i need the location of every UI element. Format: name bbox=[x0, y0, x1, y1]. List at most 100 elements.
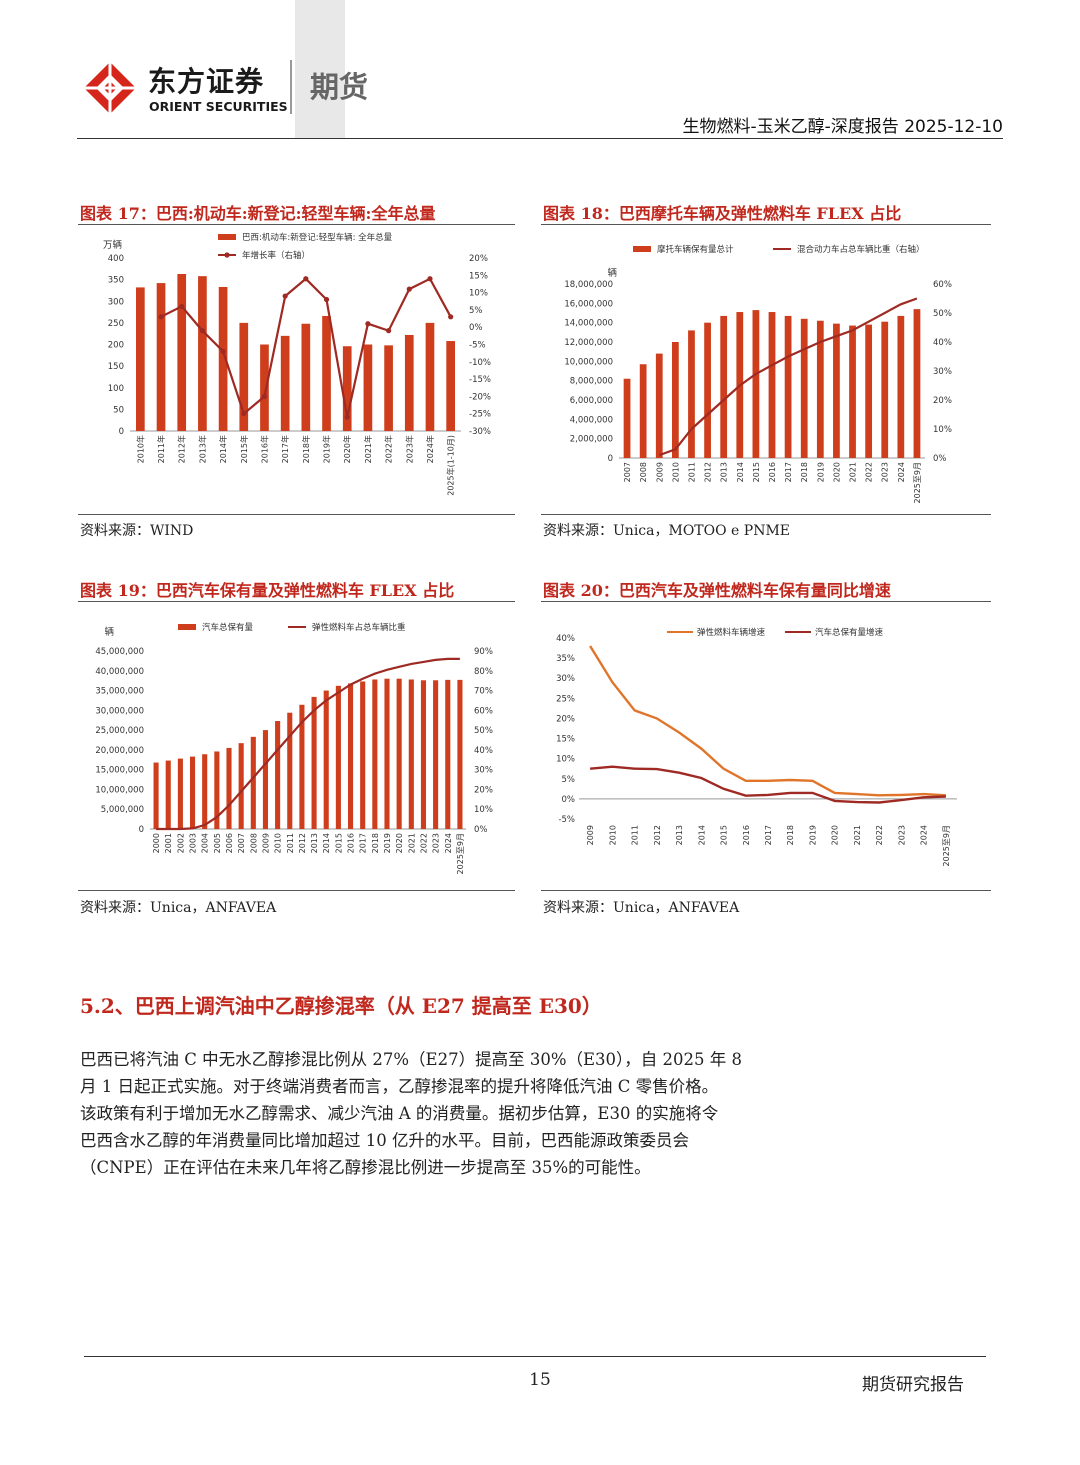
bar-mark bbox=[913, 309, 921, 458]
bar-mark bbox=[384, 678, 390, 829]
left-tick-label: 400 bbox=[108, 254, 124, 264]
figure-18-bottom-rule bbox=[541, 514, 991, 515]
bar-mark bbox=[189, 756, 196, 829]
y-tick-label: 35% bbox=[556, 654, 575, 664]
bar-mark bbox=[287, 712, 293, 829]
bar-mark bbox=[816, 320, 824, 458]
category-label: 2000 bbox=[152, 833, 161, 853]
category-label: 2013年 bbox=[197, 435, 207, 463]
bar-mark bbox=[323, 690, 329, 829]
category-label: 2012 bbox=[704, 462, 713, 482]
category-label: 2018 bbox=[800, 462, 809, 482]
bar-mark bbox=[198, 276, 207, 431]
line-point bbox=[220, 348, 226, 355]
bar-mark bbox=[671, 342, 679, 458]
left-tick-label: 50 bbox=[113, 405, 124, 415]
paragraph-line: （CNPE）正在评估在未来几年将乙醇掺混比例进一步提高至 35%的可能性。 bbox=[80, 1158, 651, 1177]
category-label: 2023年 bbox=[404, 435, 414, 463]
category-label: 2017 bbox=[359, 833, 368, 853]
bar-mark bbox=[301, 323, 311, 431]
line-point bbox=[427, 276, 433, 282]
category-label: 2013 bbox=[675, 825, 684, 845]
left-tick-label: 10,000,000 bbox=[564, 357, 613, 367]
bar-mark bbox=[239, 322, 249, 431]
y-tick-label: 30% bbox=[556, 674, 575, 684]
right-tick-label: 0% bbox=[933, 454, 947, 464]
figure-18-source: 资料来源：Unica，MOTOO e PNME bbox=[543, 523, 790, 539]
line-point bbox=[344, 414, 350, 420]
line-point bbox=[323, 296, 330, 303]
bar-mark bbox=[363, 344, 373, 431]
y-tick-label: 15% bbox=[556, 735, 575, 745]
right-tick-label: -5% bbox=[469, 341, 486, 351]
y-tick-label: 25% bbox=[556, 694, 575, 704]
category-label: 2023 bbox=[897, 825, 906, 845]
category-label: 2019 bbox=[383, 833, 392, 853]
right-tick-label: 5% bbox=[469, 306, 483, 316]
bar-mark bbox=[800, 318, 808, 458]
bar-mark bbox=[342, 346, 352, 431]
right-tick-label: 40% bbox=[474, 746, 493, 756]
left-tick-label: 100 bbox=[108, 384, 124, 394]
bar-mark bbox=[156, 283, 166, 431]
right-tick-label: 50% bbox=[474, 726, 493, 736]
figure-17-source: 资料来源：WIND bbox=[80, 523, 194, 539]
category-label: 2002 bbox=[176, 833, 185, 853]
left-tick-label: 14,000,000 bbox=[564, 319, 613, 329]
series-line bbox=[658, 297, 918, 457]
paragraph-line: 月 1 日起正式实施。对于终端消费者而言，乙醇掺混率的提升将降低汽油 C 零售价… bbox=[80, 1077, 719, 1096]
legend-line-marker bbox=[224, 252, 230, 258]
category-label: 2024 bbox=[920, 825, 929, 845]
category-label: 2015 bbox=[334, 833, 343, 853]
bar-mark bbox=[865, 324, 873, 458]
figure-17-title: 图表 17：巴西:机动车:新登记:轻型车辆:全年总量 bbox=[80, 204, 436, 223]
left-tick-label: 0 bbox=[119, 427, 124, 437]
bar-mark bbox=[396, 678, 402, 829]
legend-line-label: 汽车总保有量增速 bbox=[815, 627, 884, 638]
legend-line-label: 混合动力车占总车辆比重（右轴） bbox=[797, 244, 925, 255]
category-label: 2025至9月 bbox=[456, 833, 465, 874]
series-line bbox=[156, 657, 460, 831]
legend-bar-label: 摩托车辆保有量总计 bbox=[657, 244, 734, 255]
category-label: 2025至9月 bbox=[942, 825, 951, 866]
category-label: 2003 bbox=[189, 833, 198, 853]
brand-name-cn: 东方证券 bbox=[148, 65, 265, 98]
left-axis-unit: 辆 bbox=[607, 267, 617, 279]
category-label: 2001 bbox=[164, 833, 173, 853]
section-paragraph: 巴西已将汽油 C 中无水乙醇掺混比例从 27%（E27）提高至 30%（E30）… bbox=[80, 1046, 810, 1181]
paragraph-line: 巴西已将汽油 C 中无水乙醇掺混比例从 27%（E27）提高至 30%（E30）… bbox=[80, 1050, 743, 1069]
bar-mark bbox=[704, 322, 711, 458]
left-tick-label: 0 bbox=[608, 454, 613, 464]
figure-17-bottom-rule bbox=[78, 514, 515, 515]
right-tick-label: 30% bbox=[474, 766, 493, 776]
bar-mark bbox=[445, 679, 451, 829]
bar-mark bbox=[347, 683, 354, 829]
category-label: 2021 bbox=[849, 462, 858, 482]
category-label: 2014 bbox=[322, 833, 331, 853]
category-label: 2007 bbox=[237, 833, 246, 853]
figure-18-rule bbox=[541, 224, 991, 225]
left-tick-label: 8,000,000 bbox=[570, 377, 613, 387]
figure-19-source: 资料来源：Unica，ANFAVEA bbox=[80, 900, 277, 916]
y-tick-label: -5% bbox=[558, 815, 575, 825]
bar-mark bbox=[784, 315, 792, 458]
category-label: 2010年 bbox=[135, 435, 145, 463]
legend-line-label: 弹性燃料车占总车辆比重 bbox=[312, 622, 406, 633]
category-label: 2011 bbox=[286, 833, 295, 853]
paragraph-line: 巴西含水乙醇的年消费量同比增加超过 10 亿升的水平。目前，巴西能源政策委员会 bbox=[80, 1131, 689, 1150]
line-point bbox=[406, 286, 412, 292]
left-tick-label: 250 bbox=[108, 319, 124, 329]
brand-logo-icon bbox=[84, 62, 136, 114]
left-tick-label: 2,000,000 bbox=[570, 435, 613, 445]
category-label: 2012 bbox=[298, 833, 307, 853]
right-tick-label: 50% bbox=[933, 309, 952, 319]
left-tick-label: 35,000,000 bbox=[95, 687, 144, 697]
left-tick-label: 20,000,000 bbox=[95, 746, 144, 756]
category-label: 2017年 bbox=[280, 435, 290, 463]
y-tick-label: 40% bbox=[556, 634, 575, 644]
left-tick-label: 350 bbox=[108, 276, 124, 286]
right-tick-label: 20% bbox=[933, 396, 952, 406]
category-label: 2017 bbox=[764, 825, 773, 845]
category-label: 2010 bbox=[274, 833, 283, 853]
category-label: 2021年 bbox=[363, 435, 373, 463]
